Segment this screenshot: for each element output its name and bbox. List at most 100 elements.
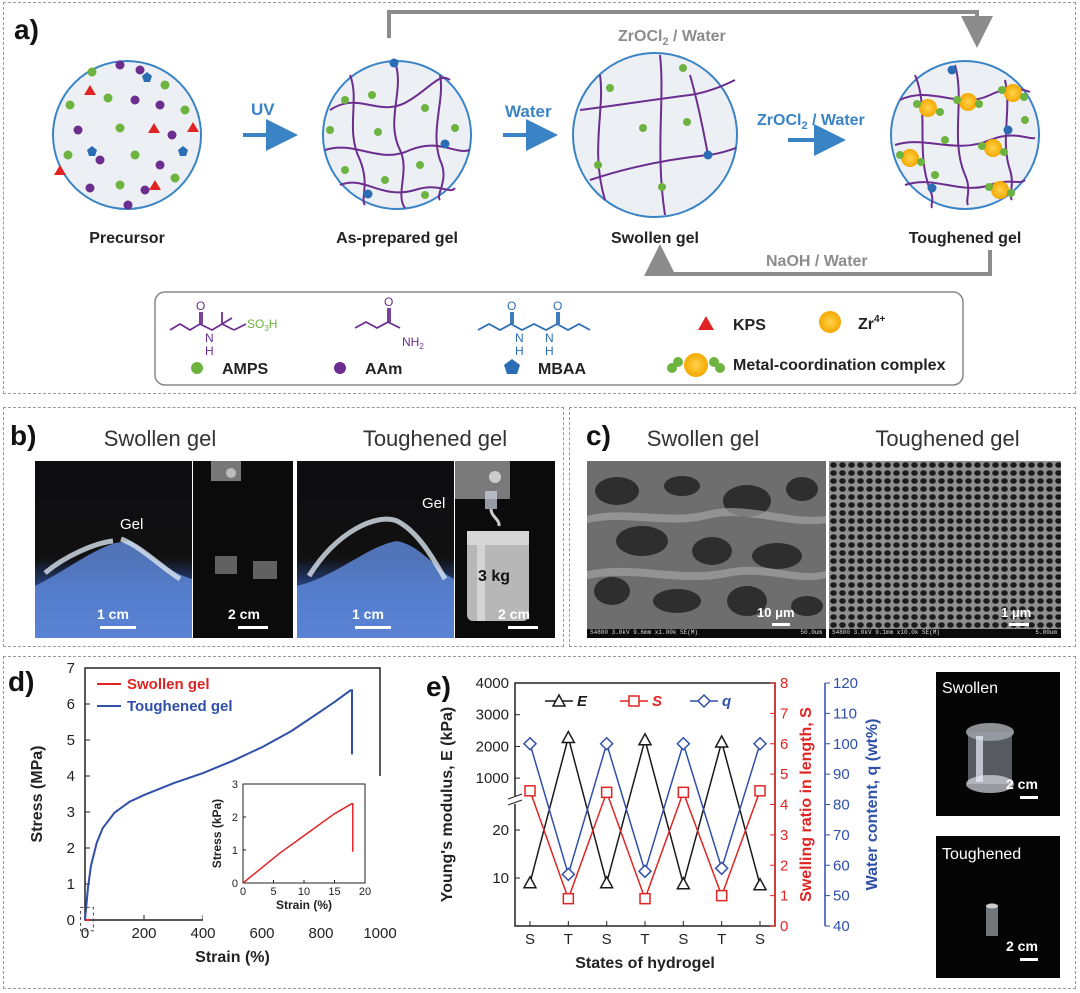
gel-label-b1: Gel xyxy=(120,516,144,533)
photo-scale-bar-toughened xyxy=(1020,958,1038,961)
scale-label-c2: 1 μm xyxy=(1001,605,1032,620)
uv-label: UV xyxy=(251,100,275,119)
swollen-circle xyxy=(572,52,738,218)
right2-tick-label: 90 xyxy=(833,766,850,783)
precursor-monomers xyxy=(54,60,199,210)
marker-E xyxy=(637,732,653,746)
svg-text:N: N xyxy=(515,331,524,345)
right2-tick-label: 80 xyxy=(833,797,850,814)
photo-toughened-cylinder: Toughened 2 cm xyxy=(936,836,1060,978)
marker-E xyxy=(714,734,729,748)
x-tick-label: 1000 xyxy=(363,925,396,942)
toughened-complexes xyxy=(896,65,1029,199)
marker-q xyxy=(752,736,768,751)
legend-box xyxy=(154,291,964,386)
marker-S xyxy=(524,785,536,797)
x-tick-label: 0 xyxy=(81,925,89,942)
inset-x-tick-label: 15 xyxy=(328,886,340,898)
right2-axis-label: Water content, q (wt%) xyxy=(864,719,881,891)
legend-label: E xyxy=(577,693,588,710)
marker-E xyxy=(561,729,576,744)
x-tick-label: 600 xyxy=(249,925,274,942)
inset-y-tick-label: 3 xyxy=(232,779,238,791)
left-tick-label: 20 xyxy=(492,822,509,839)
y-tick-label: 6 xyxy=(67,696,75,713)
x-axis-label: States of hydrogel xyxy=(575,955,715,972)
right1-tick-label: 5 xyxy=(780,766,788,783)
sem-info-c1-right: 50.0um xyxy=(800,629,822,636)
zr-dot xyxy=(819,311,841,333)
stage-precursor: Precursor xyxy=(89,230,165,247)
left-axis-label: Young's modulus, E (kPa) xyxy=(439,707,456,903)
y-tick-label: 0 xyxy=(67,912,75,929)
y-tick-label: 3 xyxy=(67,804,75,821)
panel-a-label: a) xyxy=(14,14,39,45)
scale-label-b3: 1 cm xyxy=(352,606,384,622)
marker-q xyxy=(714,861,729,876)
scale-label-c1: 10 μm xyxy=(757,605,795,620)
marker-S xyxy=(562,892,575,905)
left-tick-label: 2000 xyxy=(476,738,509,755)
amps-structure xyxy=(169,312,247,332)
right1-tick-label: 8 xyxy=(780,675,788,692)
aam-dot xyxy=(334,362,346,374)
panel-a-schematic: ZrOCl2 / Water NaOH / Water xyxy=(52,10,1040,386)
photo-toughened-weight: 3 kg 2 cm xyxy=(455,461,555,638)
right1-tick-label: 7 xyxy=(780,705,788,722)
panel-b xyxy=(3,407,564,647)
x-tick-label: S xyxy=(755,931,765,948)
x-tick-label: 200 xyxy=(131,925,156,942)
legend-marker xyxy=(696,693,712,709)
precursor-circle xyxy=(52,60,202,210)
right2-tick-label: 70 xyxy=(833,827,850,844)
nh2-label: NH2 xyxy=(402,335,424,351)
x-tick-label: S xyxy=(602,931,612,948)
series-line-S xyxy=(529,790,761,901)
weight-label: 3 kg xyxy=(478,568,511,585)
chart-e-frame xyxy=(514,682,776,927)
inset-series-line xyxy=(242,803,354,884)
y-axis-label: Stress (MPa) xyxy=(29,746,46,843)
sem-swollen: 10 μm S4800 3.0kV 9.6mm x1.00k SE(M) 50.… xyxy=(587,461,826,638)
right2-tick-label: 40 xyxy=(833,918,850,935)
as-prepared-network xyxy=(324,61,471,209)
left-tick-label: 1000 xyxy=(476,770,509,787)
x-tick-label: 400 xyxy=(190,925,215,942)
inset-y-tick-label: 0 xyxy=(232,878,238,890)
right1-axis-label: Swelling ratio in length, S xyxy=(798,707,815,902)
photo-scale-toughened: 2 cm xyxy=(1006,938,1038,954)
marker-S xyxy=(715,889,728,902)
complex-label: Metal-coordination complex xyxy=(733,357,946,374)
x-tick-label: T xyxy=(717,931,726,948)
svg-text:H: H xyxy=(515,344,524,358)
water-label: Water xyxy=(505,102,552,121)
scale-bar-b4 xyxy=(508,626,538,629)
inset-x-tick-label: 20 xyxy=(359,886,371,898)
panel-de xyxy=(3,656,1076,989)
y-tick-label: 4 xyxy=(67,768,75,785)
scale-label-b1: 1 cm xyxy=(97,606,129,622)
svg-text:O: O xyxy=(196,299,205,313)
marker-E xyxy=(522,875,538,889)
legend-marker xyxy=(628,695,640,707)
left-tick-label: 4000 xyxy=(476,675,509,692)
y-tick-label: 1 xyxy=(67,876,75,893)
scale-label-b2: 2 cm xyxy=(228,606,260,622)
inset-x-tick-label: 0 xyxy=(240,886,246,898)
photo-toughened-bend: Gel 1 cm xyxy=(297,461,454,638)
photo-scale-bar-swollen xyxy=(1020,796,1038,799)
zr-label: ZrOCl2 / Water xyxy=(757,112,865,132)
zoom-box xyxy=(80,906,94,932)
zr-ion-label: Zr4+ xyxy=(858,314,886,333)
zr-top-arrow xyxy=(387,10,993,48)
inset-bg xyxy=(203,776,388,923)
panel-a xyxy=(3,2,1076,394)
x-tick-label: T xyxy=(564,931,573,948)
right1-tick-label: 1 xyxy=(780,888,788,905)
panel-b-title-toughened: Toughened gel xyxy=(362,426,508,451)
left-tick-label: 3000 xyxy=(476,707,509,724)
gel-label-b3: Gel xyxy=(422,495,446,512)
inset-x-tick-label: 10 xyxy=(298,886,310,898)
y-tick-label: 7 xyxy=(67,660,75,677)
toughened-circle xyxy=(890,60,1040,210)
